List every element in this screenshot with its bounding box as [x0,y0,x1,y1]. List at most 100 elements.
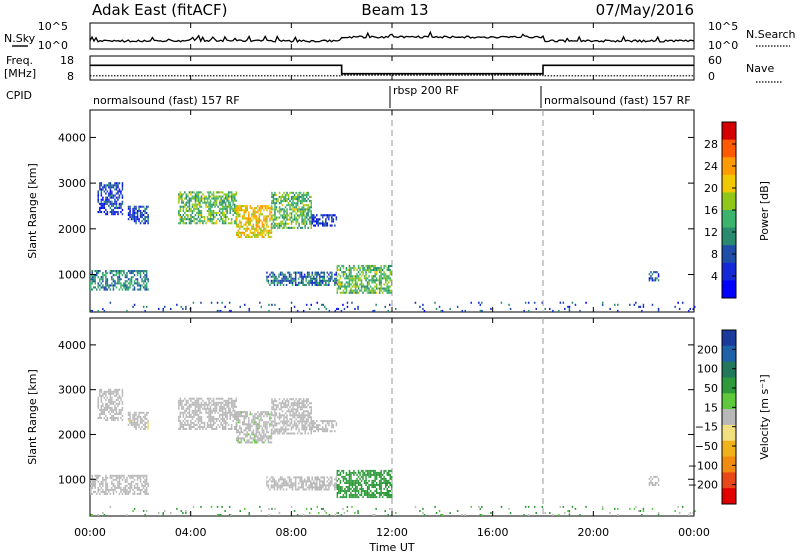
power-cell [350,267,352,270]
power-cell [115,200,118,203]
velocity-cell [112,402,115,405]
power-cell [217,211,219,214]
velocity-cell [117,486,119,489]
power-cell [200,209,203,212]
power-cell [334,273,336,276]
velocity-cell [261,435,264,438]
velocity-cell [258,433,261,436]
velocity-cell [270,431,273,434]
velocity-cell [304,420,306,423]
velocity-cell [335,482,338,485]
power-cell [200,197,203,200]
velocity-cell [304,426,306,429]
velocity-cell [239,411,241,414]
velocity-cell [264,439,267,442]
power-cell [236,219,238,222]
velocity-cell [254,435,256,438]
power-cell [212,203,215,206]
velocity-cell [270,480,273,483]
power-cell [351,289,354,292]
velocity-cell [211,409,213,412]
power-cell [103,211,106,214]
power-cell [267,205,270,208]
velocity-cell [127,490,130,493]
velocity-cell [302,400,305,403]
velocity-cell [118,388,121,391]
velocity-cell [331,478,333,481]
velocity-cell [97,480,99,483]
power-cell [188,191,191,194]
velocity-cell [230,401,233,404]
power-cell [252,233,255,236]
velocity-cell [209,415,212,418]
power-cell [316,301,318,304]
power-cell [383,287,385,290]
velocity-cell [266,429,268,432]
power-cell [112,213,115,216]
velocity-cell [240,427,242,430]
velocity-cell [197,413,200,416]
power-cell [307,212,309,215]
velocity-cell [385,486,387,488]
velocity-cell [206,421,209,424]
power-cell [121,288,124,291]
power-cell [354,275,357,278]
power-cell [178,199,180,202]
velocity-cell [130,423,133,426]
power-cell [271,216,273,219]
power-cell [227,218,230,221]
velocity-cell [359,488,361,490]
power-cell [249,223,252,226]
power-cell [272,275,274,278]
velocity-cell [378,494,381,496]
power-cell [369,269,372,272]
power-cell [254,207,256,210]
power-cell [182,307,184,310]
velocity-cell [248,421,250,424]
power-cell [258,209,261,212]
power-cell [135,205,137,208]
velocity-cell [221,426,224,428]
velocity-cell [236,413,238,416]
velocity-cell [260,437,262,440]
velocity-cell [527,514,530,516]
power-cell [255,235,258,238]
velocity-cell [115,408,118,411]
velocity-cell [338,492,340,494]
velocity-cell [356,496,358,499]
velocity-cell [117,390,119,393]
velocity-cell [255,413,258,416]
velocity-cell [120,417,122,419]
power-cell [296,271,298,274]
velocity-cell [180,510,183,512]
velocity-cell [328,488,330,491]
velocity-cell [292,408,294,411]
velocity-cell [286,414,288,417]
power-cell [260,209,262,212]
velocity-cell [130,474,133,477]
power-cell [313,224,315,227]
velocity-cell [252,415,255,418]
velocity-cell [240,431,242,434]
velocity-cell [362,490,364,492]
velocity-cell [524,505,527,508]
velocity-cell [288,480,291,483]
velocity-cell [114,419,116,421]
power-cell [306,275,309,278]
velocity-cell [281,482,283,485]
power-cell [296,195,299,198]
power-cell [240,233,242,236]
velocity-cell [302,424,305,427]
velocity-cell [617,514,619,516]
power-cell [371,264,373,267]
power-cell [185,218,188,221]
velocity-cell [105,394,107,397]
power-cell [121,182,124,185]
power-cell [193,197,195,200]
power-cell [309,222,311,225]
velocity-cell [99,390,101,393]
power-cell [105,286,107,289]
power-cell [230,197,233,200]
velocity-cell [197,419,200,422]
velocity-cell [681,505,684,508]
